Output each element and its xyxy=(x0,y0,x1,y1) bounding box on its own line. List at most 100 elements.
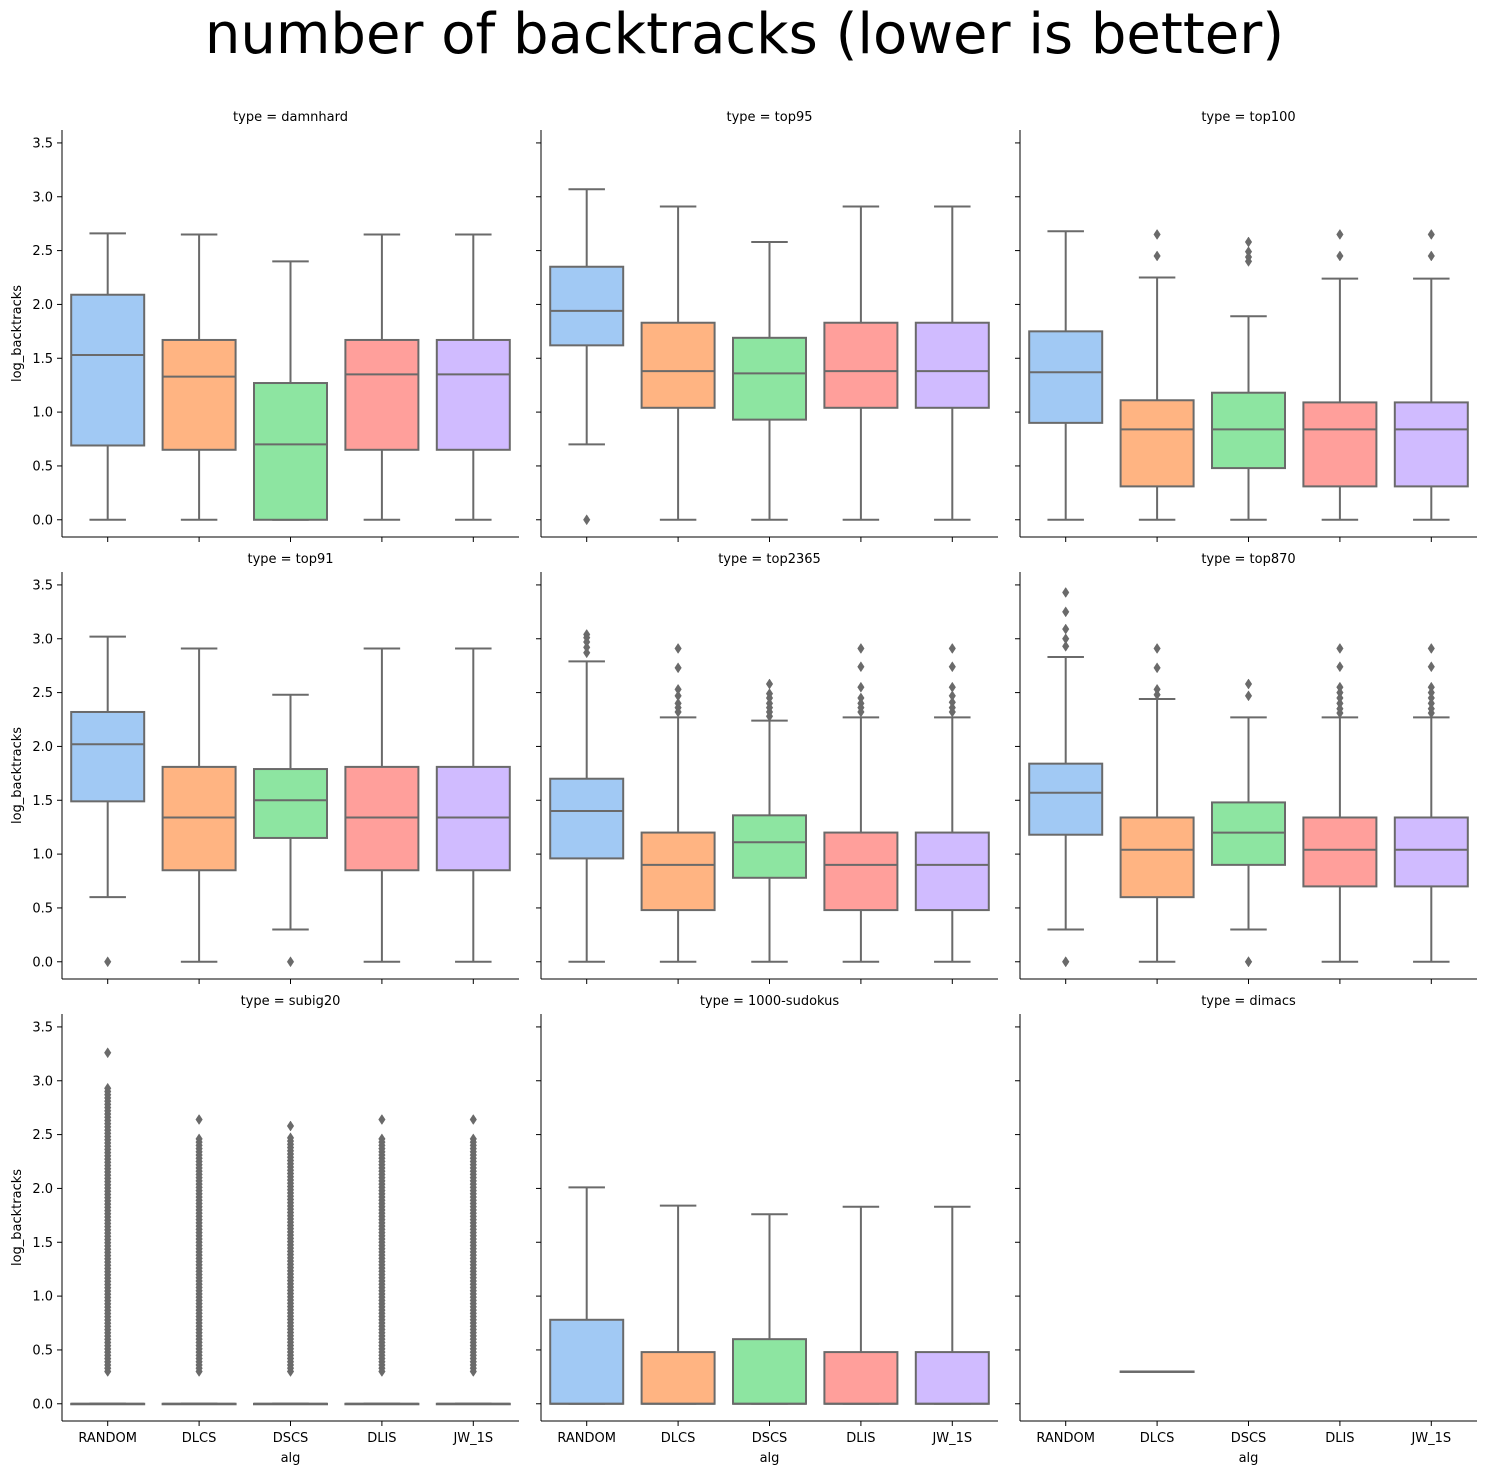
outlier-point xyxy=(469,1114,477,1125)
box-random xyxy=(549,1186,625,1405)
outlier-point xyxy=(765,678,774,690)
outlier-point xyxy=(857,681,865,693)
outlier-point xyxy=(1336,661,1344,673)
facet-panel: type = 1000-sudokus RANDOM DLCS DSCS DLIS JW_… xyxy=(536,994,998,1466)
box-dscs xyxy=(253,1120,328,1406)
facet-title: type = top91 xyxy=(247,552,333,567)
box-body xyxy=(253,768,328,839)
outlier-point xyxy=(195,1114,203,1125)
outlier-point xyxy=(948,696,956,708)
facet-title: type = top870 xyxy=(1201,552,1295,567)
box-dlcs xyxy=(640,205,716,521)
box-dlcs xyxy=(161,233,237,521)
box-body xyxy=(640,321,716,409)
x-tick-label: RANDOM xyxy=(557,1431,616,1446)
outlier-point xyxy=(286,1120,295,1132)
outlier-point xyxy=(1244,690,1253,702)
facet-panel: type = top870 xyxy=(1015,552,1477,984)
outlier-point xyxy=(1244,246,1253,258)
box-random xyxy=(549,188,625,526)
box-body xyxy=(344,765,420,872)
box-body xyxy=(1211,801,1286,866)
box-body xyxy=(914,1351,990,1405)
box-dlis xyxy=(344,647,420,963)
outlier-point xyxy=(1244,678,1253,690)
box-jw_1s xyxy=(1393,642,1469,963)
y-tick-label: 2.5 xyxy=(32,686,53,701)
box-body xyxy=(435,765,511,872)
outlier-point xyxy=(104,956,112,968)
y-tick-label: 3.0 xyxy=(32,190,53,205)
y-tick-label: 2.0 xyxy=(32,298,53,313)
box-dscs xyxy=(253,693,328,968)
x-tick-label: DSCS xyxy=(752,1431,788,1446)
box-dscs xyxy=(1211,678,1286,968)
outlier-point xyxy=(948,642,956,654)
outlier-point xyxy=(286,956,295,968)
box-body xyxy=(549,777,625,860)
outlier-point xyxy=(1336,228,1344,240)
facet-title: type = 1000-sudokus xyxy=(700,994,840,1009)
outlier-point xyxy=(1336,681,1344,693)
outlier-point xyxy=(104,1047,112,1059)
box-dlcs xyxy=(640,1204,716,1405)
box-body xyxy=(70,293,146,447)
y-tick-label: 1.5 xyxy=(32,794,53,809)
outlier-point xyxy=(1427,661,1435,673)
outlier-point xyxy=(857,692,865,704)
box-dscs xyxy=(732,240,807,521)
box-dlcs xyxy=(1119,642,1195,963)
x-tick-label: DSCS xyxy=(273,1431,309,1446)
box-dlcs xyxy=(640,642,716,963)
box-body xyxy=(161,338,237,451)
box-body xyxy=(1119,399,1195,488)
y-tick-label: 0.5 xyxy=(32,1343,53,1358)
box-body xyxy=(161,765,237,872)
y-tick-label: 3.5 xyxy=(32,1020,53,1035)
outlier-point xyxy=(1062,956,1070,968)
box-random xyxy=(549,628,625,963)
outlier-point xyxy=(1062,623,1070,635)
outlier-point xyxy=(1153,642,1161,654)
box-body xyxy=(549,265,625,347)
box-dlis xyxy=(344,1114,420,1406)
box-dscs xyxy=(253,260,328,521)
x-axis-label: alg xyxy=(281,1451,301,1466)
outlier-point xyxy=(765,688,774,700)
x-axis-label: alg xyxy=(760,1451,780,1466)
outlier-point xyxy=(1153,662,1161,674)
box-jw_1s xyxy=(1393,228,1469,521)
facet-title: type = damnhard xyxy=(233,110,348,125)
outlier-point xyxy=(674,690,682,702)
box-body xyxy=(1028,762,1104,836)
x-tick-label: DLIS xyxy=(1325,1431,1354,1446)
facet-title: type = subig20 xyxy=(241,994,341,1009)
box-jw_1s xyxy=(435,233,511,521)
facet-panel: type = top2365 xyxy=(536,552,998,984)
outlier-point xyxy=(1153,683,1161,695)
y-tick-label: 0.0 xyxy=(32,955,53,970)
outlier-point xyxy=(674,683,682,695)
box-body xyxy=(914,831,990,912)
box-random xyxy=(70,1047,146,1406)
box-dlis xyxy=(1302,642,1378,963)
x-tick-label: JW_1S xyxy=(1410,1431,1451,1446)
facet-panel: type = top91 0.0 0.5 1.0 1.5 2.0 2.5 3.0 3.5 log_… xyxy=(10,552,519,984)
box-random xyxy=(1028,587,1104,968)
box-body xyxy=(732,336,807,421)
x-tick-label: JW_1S xyxy=(452,1431,493,1446)
x-tick-label: DLCS xyxy=(182,1431,217,1446)
outlier-point xyxy=(378,1114,386,1125)
box-dscs xyxy=(732,1213,807,1405)
box-dlcs xyxy=(1119,228,1195,521)
x-tick-label: DLIS xyxy=(367,1431,396,1446)
box-random xyxy=(70,635,146,968)
box-body xyxy=(1302,401,1378,488)
y-axis-label: log_backtracks xyxy=(10,727,25,824)
outlier-point xyxy=(948,661,956,673)
y-tick-label: 0.5 xyxy=(32,901,53,916)
outlier-point xyxy=(1062,587,1070,598)
box-body xyxy=(823,321,899,409)
y-tick-label: 0.5 xyxy=(32,459,53,474)
